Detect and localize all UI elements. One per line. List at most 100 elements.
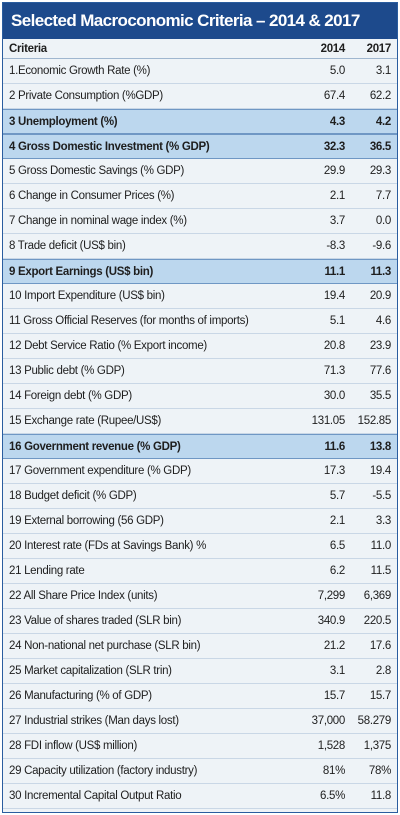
- row: 8 Trade deficit (US$ bin) -8.3 -9.6: [3, 234, 397, 259]
- row: 20 Interest rate (FDs at Savings Bank) %…: [3, 534, 397, 559]
- value-cell: 2.8: [375, 665, 391, 677]
- header-cell: 2014: [320, 42, 346, 55]
- value-cell: 15.7: [323, 690, 345, 702]
- value-cell: 29.3: [369, 165, 391, 177]
- value-cell: 2.1: [329, 190, 345, 202]
- table: Criteria 2014 2017 1.Economic Growth Rate (…: [3, 39, 397, 809]
- value-cell: 6.5: [329, 540, 345, 552]
- value-cell: 1,528: [317, 740, 346, 752]
- value-cell: 11.0: [370, 540, 392, 552]
- value-cell: 5.1: [329, 315, 345, 327]
- value-cell: 3.3: [375, 515, 391, 527]
- criteria-cell: 15 Exchange rate (Rupee/US$): [9, 415, 162, 427]
- row: 11 Gross Official Reserves (for months o…: [3, 309, 397, 334]
- value-cell: 71.3: [323, 365, 345, 377]
- highlighted-row: 9 Export Earnings (US$ bin) 11.1 11.3: [3, 259, 397, 284]
- criteria-cell: 20 Interest rate (FDs at Savings Bank) %: [9, 540, 207, 552]
- criteria-cell: 12 Debt Service Ratio (% Export income): [9, 340, 207, 352]
- row: 23 Value of shares traded (SLR bin) 340.9…: [3, 609, 397, 634]
- row: 21 Lending rate 6.2 11.5: [3, 559, 397, 584]
- value-cell: 36.5: [369, 140, 391, 153]
- value-cell: 58.279: [357, 715, 392, 727]
- value-cell: 6.5%: [319, 790, 345, 802]
- row: 12 Debt Service Ratio (% Export income) 2…: [3, 334, 397, 359]
- row: 22 All Share Price Index (units) 7,299 6,3…: [3, 584, 397, 609]
- criteria-cell: 19 External borrowing (56 GDP): [9, 515, 164, 527]
- value-cell: 3.1: [375, 65, 391, 77]
- value-cell: 17.6: [369, 640, 391, 652]
- criteria-cell: 14 Foreign debt (% GDP): [9, 390, 132, 402]
- row: 27 Industrial strikes (Man days lost) 37,…: [3, 709, 397, 734]
- value-cell: 67.4: [323, 90, 345, 102]
- value-cell: 32.3: [323, 140, 345, 153]
- criteria-cell: 9 Export Earnings (US$ bin): [9, 265, 153, 278]
- criteria-cell: 24 Non-national net purchase (SLR bin): [9, 640, 201, 652]
- criteria-cell: 30 Incremental Capital Output Ratio: [9, 790, 182, 802]
- value-cell: 15.7: [369, 690, 391, 702]
- row: 14 Foreign debt (% GDP) 30.0 35.5: [3, 384, 397, 409]
- value-cell: 35.5: [369, 390, 391, 402]
- value-cell: 21.2: [323, 640, 345, 652]
- row: 28 FDI inflow (US$ million) 1,528 1,375: [3, 734, 397, 759]
- header-row: Criteria 2014 2017: [3, 39, 397, 59]
- criteria-cell: 16 Government revenue (% GDP): [9, 440, 181, 453]
- row: 13 Public debt (% GDP) 71.3 77.6: [3, 359, 397, 384]
- row: 18 Budget deficit (% GDP) 5.7 -5.5: [3, 484, 397, 509]
- row: 5 Gross Domestic Savings (% GDP) 29.9 29.3: [3, 159, 397, 184]
- criteria-cell: 23 Value of shares traded (SLR bin): [9, 615, 182, 627]
- criteria-cell: 11 Gross Official Reserves (for months o…: [9, 315, 249, 327]
- criteria-cell: 1.Economic Growth Rate (%): [9, 65, 151, 77]
- value-cell: -8.3: [326, 240, 345, 252]
- criteria-cell: 10 Import Expenditure (US$ bin): [9, 290, 165, 302]
- row: 2 Private Consumption (%GDP) 67.4 62.2: [3, 84, 397, 109]
- value-cell: 29.9: [323, 165, 345, 177]
- value-cell: 23.9: [369, 340, 391, 352]
- criteria-cell: 22 All Share Price Index (units): [9, 590, 158, 602]
- row: 25 Market capitalization (SLR trin) 3.1 2.…: [3, 659, 397, 684]
- criteria-cell: 27 Industrial strikes (Man days lost): [9, 715, 179, 727]
- criteria-cell: 18 Budget deficit (% GDP): [9, 490, 137, 502]
- value-cell: 3.7: [329, 215, 345, 227]
- value-cell: 11.1: [324, 265, 345, 278]
- value-cell: 81%: [322, 765, 345, 777]
- value-cell: 11.5: [370, 565, 392, 577]
- criteria-cell: 21 Lending rate: [9, 565, 85, 577]
- value-cell: 340.9: [317, 615, 346, 627]
- row: 15 Exchange rate (Rupee/US$) 131.05 152.85: [3, 409, 397, 434]
- value-cell: 19.4: [369, 465, 391, 477]
- row: 30 Incremental Capital Output Ratio 6.5% 1…: [3, 784, 397, 809]
- value-cell: 7,299: [317, 590, 346, 602]
- highlighted-row: 3 Unemployment (%) 4.3 4.2: [3, 109, 397, 134]
- header-cell: 2017: [366, 42, 392, 55]
- value-cell: -5.5: [372, 490, 391, 502]
- criteria-cell: 7 Change in nominal wage index (%): [9, 215, 187, 227]
- value-cell: 20.9: [369, 290, 391, 302]
- row: 17 Government expenditure (% GDP) 17.3 19.…: [3, 459, 397, 484]
- criteria-cell: 2 Private Consumption (%GDP): [9, 90, 163, 102]
- value-cell: 4.2: [375, 115, 391, 128]
- value-cell: 4.6: [375, 315, 391, 327]
- value-cell: 5.0: [329, 65, 345, 77]
- value-cell: 37,000: [311, 715, 346, 727]
- value-cell: 62.2: [369, 90, 391, 102]
- criteria-cell: 13 Public debt (% GDP): [9, 365, 125, 377]
- highlighted-row: 16 Government revenue (% GDP) 11.6 13.8: [3, 434, 397, 459]
- row: 29 Capacity utilization (factory industr…: [3, 759, 397, 784]
- row: 6 Change in Consumer Prices (%) 2.1 7.7: [3, 184, 397, 209]
- criteria-cell: 26 Manufacturing (% of GDP): [9, 690, 152, 702]
- criteria-cell: 3 Unemployment (%): [9, 115, 118, 128]
- value-cell: 13.8: [369, 440, 391, 453]
- value-cell: -9.6: [372, 240, 391, 252]
- value-cell: 78%: [368, 765, 391, 777]
- highlighted-row: 4 Gross Domestic Investment (% GDP) 32.3 3…: [3, 134, 397, 159]
- value-cell: 1,375: [363, 740, 392, 752]
- value-cell: 20.8: [323, 340, 345, 352]
- row: 26 Manufacturing (% of GDP) 15.7 15.7: [3, 684, 397, 709]
- criteria-cell: 5 Gross Domestic Savings (% GDP): [9, 165, 185, 177]
- criteria-cell: 25 Market capitalization (SLR trin): [9, 665, 172, 677]
- row: 7 Change in nominal wage index (%) 3.7 0.0: [3, 209, 397, 234]
- value-cell: 77.6: [369, 365, 391, 377]
- value-cell: 17.3: [323, 465, 345, 477]
- criteria-cell: 8 Trade deficit (US$ bin): [9, 240, 126, 252]
